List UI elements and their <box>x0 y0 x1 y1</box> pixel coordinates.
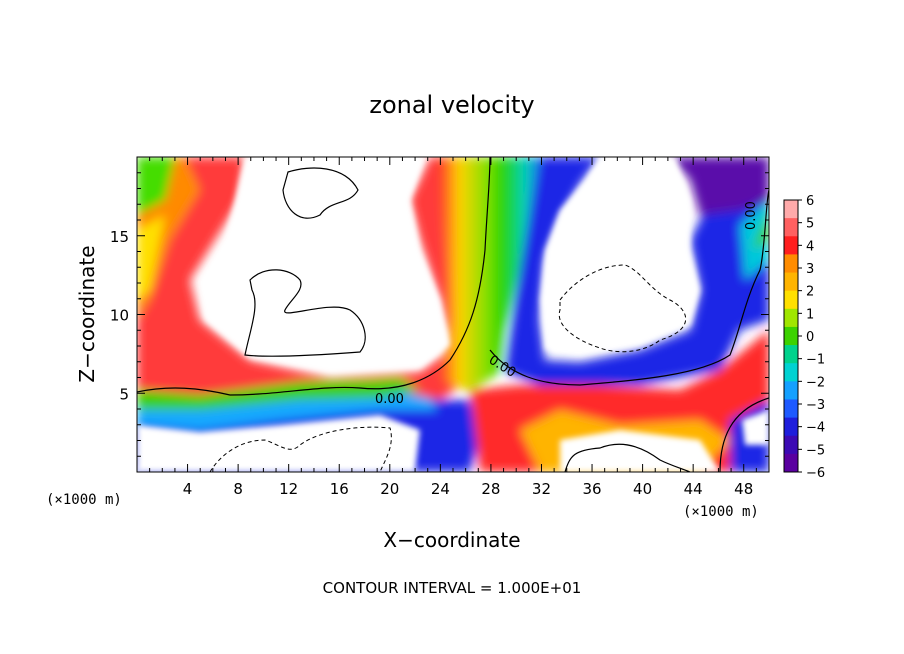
y-tick-label: 15 <box>110 228 129 246</box>
colorbar-tick-label: 2 <box>806 285 814 300</box>
colorbar-tick-label: −2 <box>806 375 825 390</box>
field-region-left-red <box>137 157 470 405</box>
velocity-field: 0.00 0.00 0.00 <box>137 157 769 472</box>
colorbar-tick-label: 1 <box>806 307 814 322</box>
x-tick-label: 28 <box>481 480 500 498</box>
colorbar-tick-label: 4 <box>806 239 814 254</box>
colorbar: 6 5 4 3 2 1 0 −1 −2 −3 −4 −5 −6 <box>783 194 825 481</box>
colorbar-segment <box>784 363 798 382</box>
field-region-right-green <box>752 210 769 250</box>
contour-negative-upper-right <box>558 264 687 353</box>
contour-interval-note: CONTOUR INTERVAL = 1.000E+01 <box>323 579 582 597</box>
x-axis-label: X−coordinate <box>383 528 520 552</box>
colorbar-tick-label: −6 <box>806 466 825 481</box>
colorbar-tick-label: −5 <box>806 443 825 458</box>
colorbar-segment <box>784 435 798 455</box>
x-tick-label: 32 <box>532 480 551 498</box>
field-region-upper-right-purple <box>670 157 769 215</box>
contour-zero-lower-right <box>719 397 769 472</box>
field-region-upper-left-green <box>137 157 175 215</box>
y-axis-unit: (×1000 m) <box>46 492 122 508</box>
colorbar-segment <box>784 290 798 310</box>
colorbar-segment <box>784 345 798 364</box>
colorbar-segment <box>784 272 798 292</box>
x-axis-unit: (×1000 m) <box>683 504 759 520</box>
x-tick-label: 44 <box>684 480 703 498</box>
field-region-lower-green <box>137 378 420 410</box>
contour-positive-middle-blob <box>244 269 366 357</box>
x-tick-label: 24 <box>431 480 450 498</box>
contour-positive-top-blob <box>282 167 359 219</box>
x-tick-label: 4 <box>183 480 193 498</box>
colorbar-segment <box>784 236 798 255</box>
contour-zero-right <box>489 189 769 386</box>
colorbar-tick-label: 6 <box>806 194 814 209</box>
y-tick-label: 5 <box>119 385 129 403</box>
x-tick-label: 36 <box>582 480 601 498</box>
field-blob-lower-right <box>560 430 720 472</box>
field-blob-upper-left <box>200 157 450 372</box>
x-tick-label: 12 <box>279 480 298 498</box>
colorbar-segment <box>784 254 798 274</box>
contour-label-zero-right: 0.00 <box>744 201 759 230</box>
contour-zero-main <box>137 157 491 396</box>
colorbar-tick-label: −4 <box>806 421 825 436</box>
field-blob-lower-left <box>137 415 420 472</box>
x-tick-label: 40 <box>633 480 652 498</box>
colorbar-tick-label: 5 <box>806 217 814 232</box>
y-axis-label: Z−coordinate <box>75 245 99 382</box>
colorbar-segment <box>784 417 798 437</box>
contour-negative-lower-left <box>209 426 392 472</box>
field-region-lower-cyan <box>137 388 437 430</box>
x-tick-label: 16 <box>330 480 349 498</box>
x-tick-label: 48 <box>734 480 753 498</box>
field-blob-upper-right <box>540 157 700 355</box>
x-tick-label: 8 <box>233 480 243 498</box>
contour-positive-lower-right <box>564 443 691 472</box>
colorbar-tick-label: 0 <box>806 330 814 345</box>
colorbar-segment <box>784 200 798 219</box>
colorbar-tick-label: 3 <box>806 262 814 277</box>
colorbar-segment <box>784 399 798 419</box>
x-tick-label: 20 <box>380 480 399 498</box>
contour-lines <box>137 157 769 472</box>
colorbar-segment <box>784 218 798 237</box>
y-tick-label: 10 <box>110 307 129 325</box>
chart-title: zonal velocity <box>369 91 534 119</box>
colorbar-segment <box>784 326 798 346</box>
colorbar-segment <box>784 308 798 328</box>
field-blob-right-edge <box>742 410 769 445</box>
contour-label-zero-left: 0.00 <box>375 392 404 407</box>
contour-lines-negative <box>209 264 687 472</box>
colorbar-tick-label: −3 <box>806 398 825 413</box>
colorbar-segment <box>784 453 798 473</box>
x-axis: 4 8 12 16 20 24 28 32 36 40 44 48 <box>149 157 757 498</box>
y-axis: 5 10 15 <box>110 172 769 457</box>
colorbar-tick-label: −1 <box>806 353 825 368</box>
colorbar-segment <box>784 381 798 400</box>
